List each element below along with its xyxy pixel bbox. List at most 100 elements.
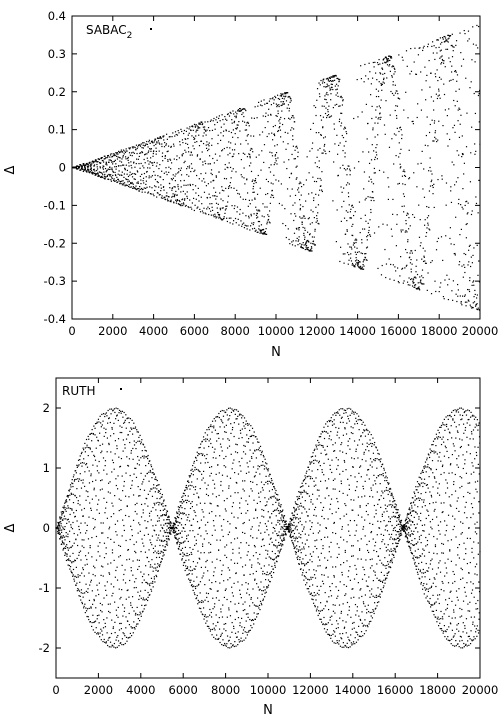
data-point	[361, 239, 363, 241]
data-point	[103, 155, 105, 157]
data-point	[185, 514, 187, 516]
data-point	[219, 635, 222, 638]
data-point	[250, 162, 252, 164]
data-point	[446, 450, 448, 452]
data-point	[258, 604, 261, 606]
data-point	[112, 645, 114, 647]
data-point	[96, 163, 98, 166]
data-point	[408, 178, 410, 180]
data-point	[368, 226, 370, 228]
data-point	[241, 626, 243, 628]
data-point	[374, 541, 377, 543]
data-point	[429, 456, 431, 459]
data-point	[437, 436, 440, 438]
data-point	[323, 430, 326, 432]
data-point	[431, 45, 433, 48]
data-point	[160, 197, 163, 199]
data-point	[377, 267, 379, 270]
data-point	[449, 550, 451, 552]
data-point	[105, 642, 107, 644]
data-point	[473, 284, 475, 286]
data-point	[160, 187, 162, 189]
data-point	[155, 153, 157, 155]
data-point	[149, 186, 151, 188]
data-point	[93, 169, 95, 171]
data-point	[454, 184, 456, 186]
data-point	[192, 530, 194, 532]
data-point	[93, 621, 96, 623]
data-point	[393, 515, 395, 517]
data-point	[148, 177, 150, 179]
data-point	[274, 497, 277, 499]
data-point	[375, 88, 377, 90]
data-point	[442, 424, 444, 426]
data-point	[440, 49, 442, 51]
data-point	[476, 308, 479, 311]
data-point	[181, 547, 184, 549]
data-point	[475, 608, 477, 610]
data-point	[83, 462, 85, 464]
data-point	[358, 161, 360, 163]
data-point	[435, 249, 438, 251]
data-point	[181, 496, 183, 498]
data-point	[228, 609, 230, 611]
data-point	[456, 500, 458, 502]
data-point	[446, 48, 449, 50]
data-point	[202, 575, 204, 577]
data-point	[213, 627, 215, 629]
data-point	[376, 79, 378, 81]
data-point	[189, 129, 192, 131]
data-point	[65, 531, 67, 534]
data-point	[292, 138, 294, 141]
data-point	[122, 180, 124, 182]
data-point	[142, 610, 144, 612]
data-point	[434, 136, 436, 138]
data-point	[126, 589, 128, 592]
data-point	[305, 179, 307, 181]
data-point	[354, 603, 357, 606]
data-point	[177, 188, 180, 190]
data-point	[333, 630, 335, 632]
data-point	[369, 219, 371, 221]
data-point	[351, 555, 353, 557]
data-point	[152, 472, 154, 474]
data-point	[362, 528, 364, 530]
data-point	[382, 78, 385, 81]
data-point	[472, 513, 474, 515]
data-point	[324, 95, 326, 97]
data-point	[321, 509, 324, 511]
x-tick-label: 2000	[98, 324, 127, 338]
data-point	[436, 516, 438, 518]
data-point	[194, 489, 196, 491]
data-point	[142, 142, 144, 144]
data-point	[408, 277, 410, 279]
data-point	[292, 204, 294, 206]
data-point	[412, 509, 414, 512]
data-point	[260, 100, 262, 102]
data-point	[140, 613, 142, 615]
data-point	[116, 646, 118, 648]
data-point	[452, 46, 454, 48]
data-point	[255, 206, 257, 208]
data-point	[59, 521, 61, 523]
data-point	[246, 122, 248, 124]
data-point	[158, 137, 161, 139]
data-point	[433, 109, 435, 111]
data-point	[467, 603, 469, 605]
data-point	[298, 236, 300, 238]
data-point	[134, 510, 136, 513]
data-point	[419, 276, 421, 278]
data-point	[407, 239, 409, 241]
data-point	[441, 62, 443, 64]
data-point	[332, 566, 334, 568]
data-point	[230, 112, 232, 114]
x-tick-label: 18000	[421, 324, 458, 338]
data-point	[301, 482, 303, 484]
data-point	[467, 482, 469, 484]
data-point	[253, 604, 256, 606]
data-point	[236, 636, 238, 638]
data-point	[323, 474, 325, 476]
data-point	[478, 179, 480, 182]
data-point	[295, 215, 297, 217]
data-point	[88, 162, 90, 164]
